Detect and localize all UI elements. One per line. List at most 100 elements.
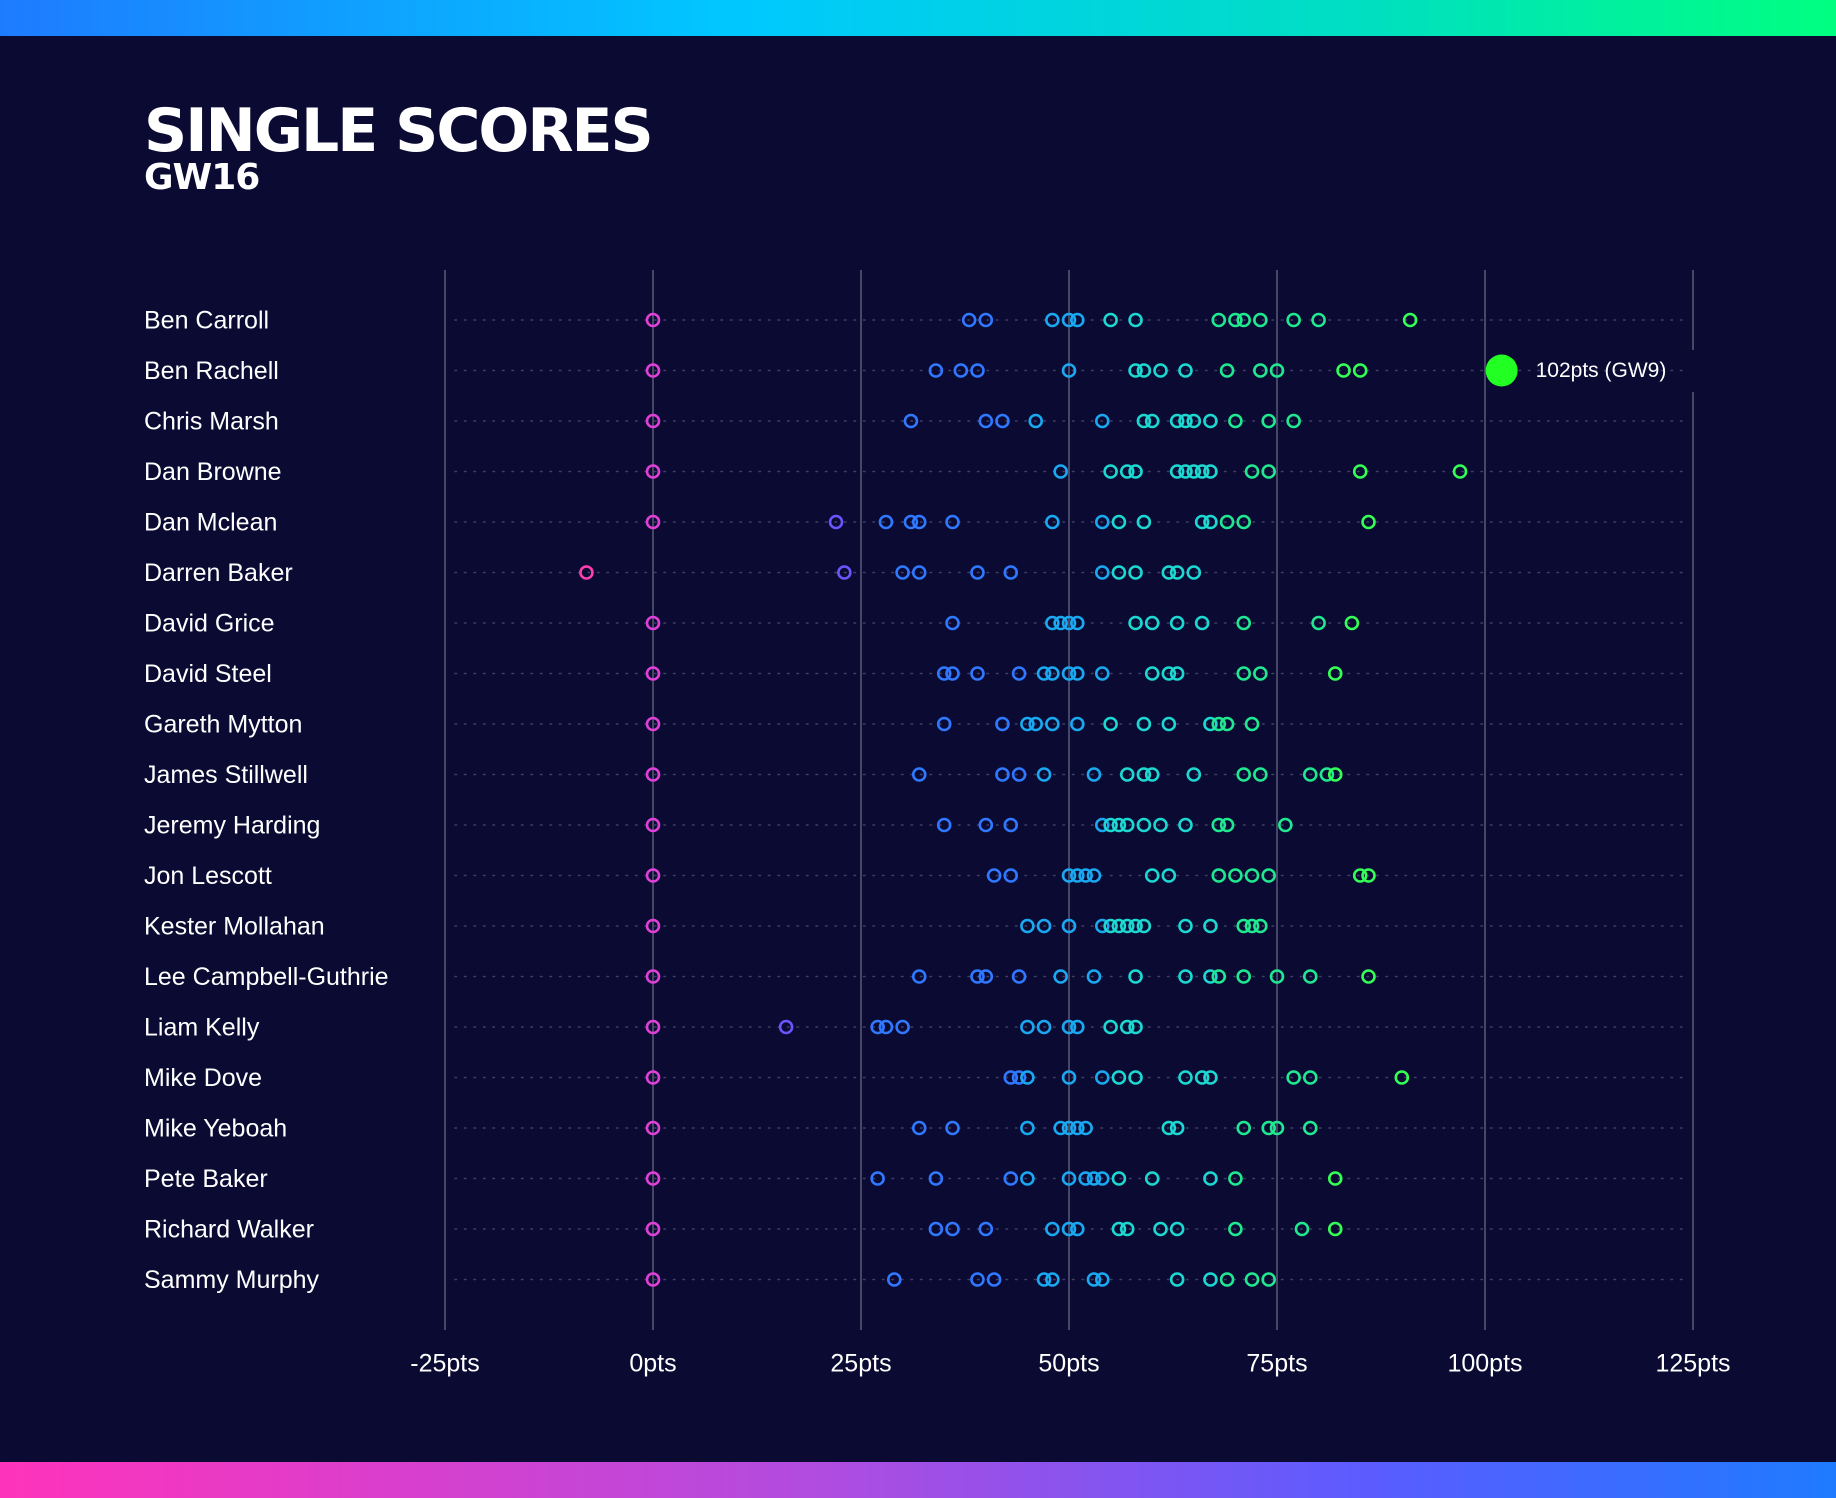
score-point xyxy=(645,1019,661,1035)
score-point xyxy=(1228,312,1243,328)
score-point xyxy=(645,817,661,833)
player-labels: Ben Carroll Ben Rachell Chris Marsh Dan Bro… xyxy=(144,307,389,1295)
player-name: Liam Kelly xyxy=(144,1014,260,1042)
score-point xyxy=(1361,868,1376,883)
score-point xyxy=(1286,413,1301,429)
score-point xyxy=(1111,918,1127,934)
score-point xyxy=(1203,918,1218,934)
score-point xyxy=(1119,918,1135,934)
score-point xyxy=(1211,868,1227,883)
score-point xyxy=(1178,918,1193,934)
score-point xyxy=(1144,1171,1160,1186)
score-point xyxy=(1070,716,1085,732)
score-point xyxy=(1286,1070,1301,1085)
score-point xyxy=(1136,716,1152,732)
score-point xyxy=(1236,767,1252,782)
score-point xyxy=(1269,1120,1285,1136)
score-point xyxy=(1352,464,1368,479)
score-point xyxy=(645,969,661,984)
score-point xyxy=(1036,666,1052,681)
score-point xyxy=(1119,1019,1135,1035)
score-point xyxy=(1302,1120,1318,1136)
x-tick-label: 75pts xyxy=(1246,1350,1307,1378)
score-point xyxy=(1228,868,1243,883)
score-point xyxy=(1036,767,1052,782)
score-point xyxy=(1144,767,1160,782)
score-point xyxy=(1169,1272,1185,1287)
scatter-chart: Ben Carroll Ben Rachell Chris Marsh Dan Bro… xyxy=(144,270,1731,1378)
player-name: Chris Marsh xyxy=(144,408,279,436)
score-point xyxy=(1111,1171,1127,1186)
score-point xyxy=(1219,514,1235,530)
score-point xyxy=(911,1120,927,1136)
highlight-annotation: 102pts (GW9) xyxy=(1485,354,1666,387)
score-point xyxy=(1402,312,1418,328)
score-point xyxy=(1178,1070,1193,1085)
score-point xyxy=(645,1070,661,1085)
score-point xyxy=(1311,615,1326,631)
score-point xyxy=(1128,1070,1143,1085)
score-point xyxy=(1178,413,1193,429)
score-point xyxy=(1086,767,1102,782)
score-point xyxy=(645,1120,661,1136)
score-point xyxy=(645,1221,661,1237)
score-point xyxy=(1020,918,1035,934)
score-point xyxy=(1078,1120,1093,1136)
score-point xyxy=(970,363,985,378)
score-point xyxy=(1003,817,1019,833)
score-point xyxy=(1169,1221,1185,1237)
score-point xyxy=(903,413,919,429)
score-point xyxy=(1244,868,1260,883)
score-point xyxy=(1203,1171,1218,1186)
score-point xyxy=(1053,1120,1068,1136)
score-point xyxy=(1136,817,1152,833)
score-point xyxy=(1219,1272,1235,1287)
score-point xyxy=(1228,1171,1243,1186)
score-point xyxy=(1020,1019,1035,1035)
score-point xyxy=(1070,666,1085,681)
score-point xyxy=(1053,969,1068,984)
score-point xyxy=(878,514,894,530)
score-point xyxy=(1161,565,1177,580)
score-point xyxy=(1203,716,1218,732)
score-point xyxy=(978,969,994,984)
score-point xyxy=(1144,666,1160,681)
score-point xyxy=(1302,767,1318,782)
score-point xyxy=(995,716,1010,732)
score-point xyxy=(1236,918,1252,934)
score-point xyxy=(928,1171,944,1186)
score-point xyxy=(1244,716,1260,732)
x-tick-label: 100pts xyxy=(1447,1350,1522,1378)
score-point xyxy=(645,615,661,631)
score-point xyxy=(945,615,960,631)
score-point xyxy=(878,1019,894,1035)
score-point xyxy=(978,1221,994,1237)
score-point xyxy=(1178,363,1193,378)
score-point xyxy=(1128,464,1143,479)
score-point xyxy=(1061,1221,1077,1237)
chart-subtitle: GW16 xyxy=(144,157,260,198)
score-point xyxy=(978,413,994,429)
highlight-point xyxy=(1485,354,1518,387)
score-point xyxy=(1236,1120,1252,1136)
score-point xyxy=(1161,666,1177,681)
score-point xyxy=(1194,464,1210,479)
score-point xyxy=(1236,312,1252,328)
score-point xyxy=(1094,1272,1110,1287)
score-point xyxy=(1103,464,1118,479)
score-point xyxy=(945,514,960,530)
score-point xyxy=(1236,969,1252,984)
score-point xyxy=(645,464,661,479)
score-point xyxy=(1228,1221,1243,1237)
score-point xyxy=(1011,1070,1027,1085)
score-point xyxy=(1361,514,1376,530)
score-points xyxy=(579,312,1468,1287)
player-name: Jon Lescott xyxy=(144,862,272,890)
score-point xyxy=(1244,464,1260,479)
score-point xyxy=(1011,767,1027,782)
score-point xyxy=(1086,1171,1102,1186)
score-point xyxy=(903,514,919,530)
score-point xyxy=(936,666,952,681)
score-point xyxy=(1061,1171,1077,1186)
player-name: James Stillwell xyxy=(144,761,308,789)
